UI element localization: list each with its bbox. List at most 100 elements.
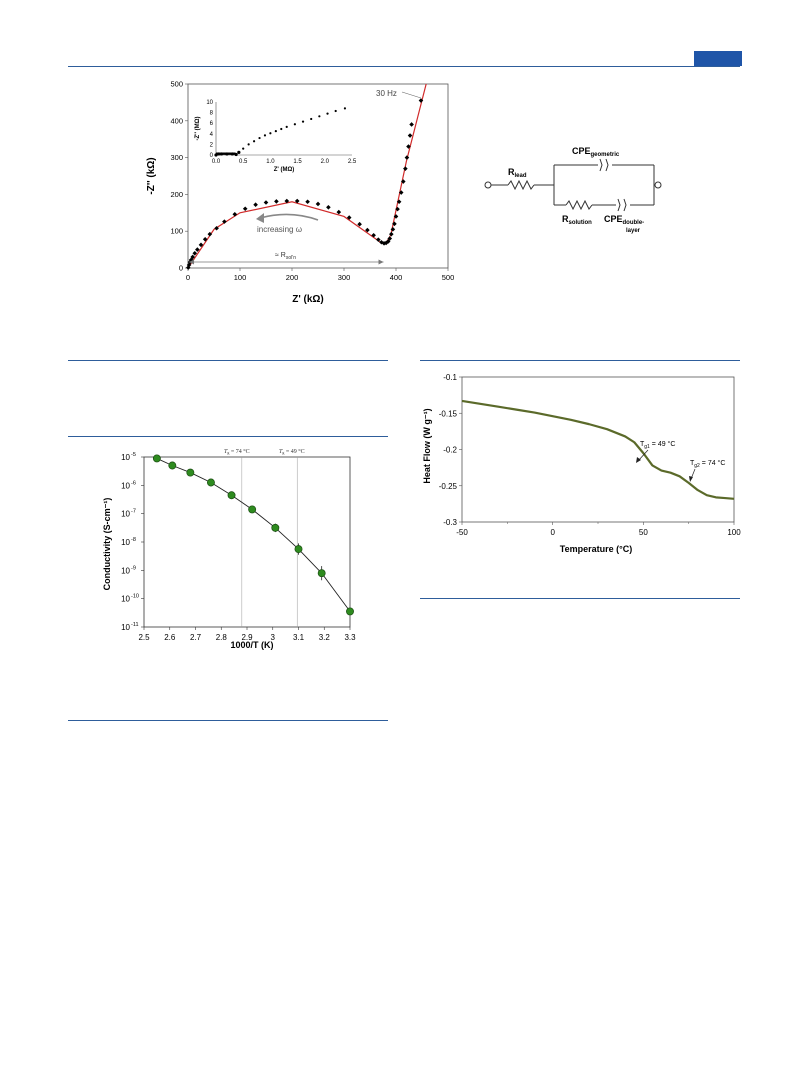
inset-data-point [258,136,261,140]
eis-data-point [376,237,381,242]
cond-x-tick-label: 2.9 [241,633,253,642]
cond-data-point [168,461,177,470]
cond-x-tick-label: 2.6 [164,633,176,642]
eis-data-point [403,166,408,171]
inset-x-tick-label: 1.5 [293,159,302,165]
inset-y-tick-label: 2 [210,142,214,148]
eis-data-point [207,231,213,237]
eis-y-tick-label: 200 [170,190,183,199]
inset-data-point [263,134,267,137]
eis-x-tick-label: 200 [286,273,299,282]
cond-data-point [186,468,195,477]
eis-data-point [294,198,300,204]
eis-data-point [198,242,204,248]
dsc-x-tick-label: 50 [639,528,648,537]
cond-xlabel: 1000/T (K) [230,640,273,650]
eis-30hz-pointer [401,91,422,99]
cond-data-point [152,454,161,463]
inset-data-point [269,132,272,135]
eis-y-tick-label: 500 [170,80,183,89]
circuit-cpe-dl-label: CPEdouble- [604,214,644,226]
inset-xlabel: Z' (MΩ) [274,167,295,173]
eis-y-tick-label: 300 [170,153,183,162]
eis-data-point [263,200,269,205]
eis-annotation-30hz: 30 Hz [376,89,397,98]
eis-data-point [253,202,258,208]
circuit-r-solution-label: Rsolution [562,214,592,226]
eis-data-point [418,98,424,103]
dsc-xlabel: Temperature (°C) [560,544,632,554]
cond-data-point [346,607,354,616]
dsc-ylabel: Heat Flow (W g⁻¹) [422,408,432,483]
cond-y-tick-label: 10 [121,453,130,462]
cond-plot-frame [143,456,351,628]
eis-data-point [395,206,400,212]
cond-y-tick-label: 10 [121,510,130,519]
inset-data-point [318,115,321,118]
eis-data-point [381,241,387,246]
section-rule-left-2 [68,436,388,437]
cond-y-tick-exponent: -8 [131,537,136,543]
eis-data-point [398,190,404,195]
eis-data-point [346,215,352,220]
eis-data-point [392,221,397,227]
eis-data-point [393,214,399,219]
inset-data-point [334,109,337,113]
inset-data-point [285,125,288,129]
dsc-chart: -50 0 50 100 -0.1 -0.15 -0.2 -0.25 -0.3 Temperat… [422,373,741,554]
eis-data-point [365,227,370,233]
eis-rsoln-arrowhead-right [378,259,384,265]
cond-ylabel: Conductivity (S-cm⁻¹) [102,498,112,591]
dsc-tg2-arrowhead [689,476,693,482]
inset-y-tick-label: 10 [206,100,213,106]
eis-y-tick-label: 100 [170,227,183,236]
eis-y-tick-label: 0 [179,264,183,273]
eis-data-point [214,225,219,231]
dsc-y-tick-label: -0.25 [439,482,458,491]
eis-data-point [406,144,411,149]
inset-data-point [242,147,245,150]
dsc-y-tick-label: -0.2 [443,446,457,455]
eis-annotation-rsoln: ≈ Rsol'n [275,252,296,261]
section-rule-left-3 [68,720,388,721]
circuit-cpe-geometric-label: CPEgeometric [572,146,620,158]
inset-x-tick-label: 2.0 [321,159,330,165]
cond-data-point [271,523,280,532]
eis-xlabel: Z' (kΩ) [292,294,324,305]
eis-data-point [389,231,394,237]
cond-x-tick-label: 2.8 [216,633,228,642]
cond-y-tick-exponent: -9 [131,565,136,571]
cond-data-point [294,545,303,554]
cond-y-tick-label: 10 [121,623,130,632]
eis-data-point [404,155,410,160]
cond-y-tick-exponent: -11 [131,622,139,628]
inset-y-tick-label: 0 [210,153,214,159]
eis-data-point [390,227,396,232]
eis-annotation-omega: increasing ω [257,225,302,234]
cond-data-point [248,505,257,514]
dsc-annotation-tg1: Tg1 = 49 °C [640,440,675,450]
dsc-heat-flow-line [461,399,735,500]
cond-x-tick-label: 3.3 [344,633,356,642]
eis-data-point [315,201,321,207]
eis-x-tick-label: 0 [186,273,190,282]
dsc-x-tick-label: 100 [727,528,741,537]
eis-x-tick-label: 100 [234,273,247,282]
dsc-tg1-arrowhead [636,457,641,463]
inset-data-point [293,123,296,126]
section-rule-right-1 [420,360,740,361]
inset-data-point [280,127,283,131]
eis-data-point [242,206,248,212]
cond-fit-curve [156,458,351,612]
inset-data-point [301,120,305,123]
eis-data-point [185,265,191,270]
section-rule-left-1 [68,360,388,361]
eis-data-point [274,199,279,204]
circuit-r-lead-label: Rlead [508,167,527,179]
inset-x-tick-label: 1.0 [266,159,275,165]
inset-x-tick-label: 0.5 [239,159,248,165]
cond-y-tick-exponent: -10 [131,594,139,600]
cond-x-tick-label: 2.7 [190,633,202,642]
